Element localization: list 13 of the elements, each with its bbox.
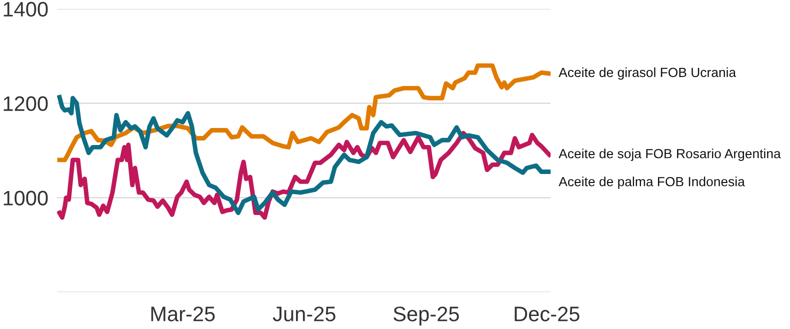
x-tick-label: Dec-25 (514, 306, 580, 322)
series-label: Aceite de girasol FOB Ucrania (558, 67, 736, 80)
line-series (57, 63, 551, 162)
y-tick-label: 1400 (4, 2, 48, 17)
x-tick-label: Sep-25 (394, 306, 459, 326)
line-series (57, 130, 551, 220)
series-label: Aceite de soja FOB Rosario Argentina (558, 148, 781, 161)
series-label: Aceite de palma FOB Indonesia (558, 176, 745, 189)
x-tick-label: Jun-25 (272, 306, 336, 322)
line-series (57, 94, 551, 216)
x-tick-label: Mar-25 (151, 306, 215, 322)
y-tick-label: 1200 (4, 96, 48, 112)
y-tick-label: 1000 (4, 190, 48, 206)
